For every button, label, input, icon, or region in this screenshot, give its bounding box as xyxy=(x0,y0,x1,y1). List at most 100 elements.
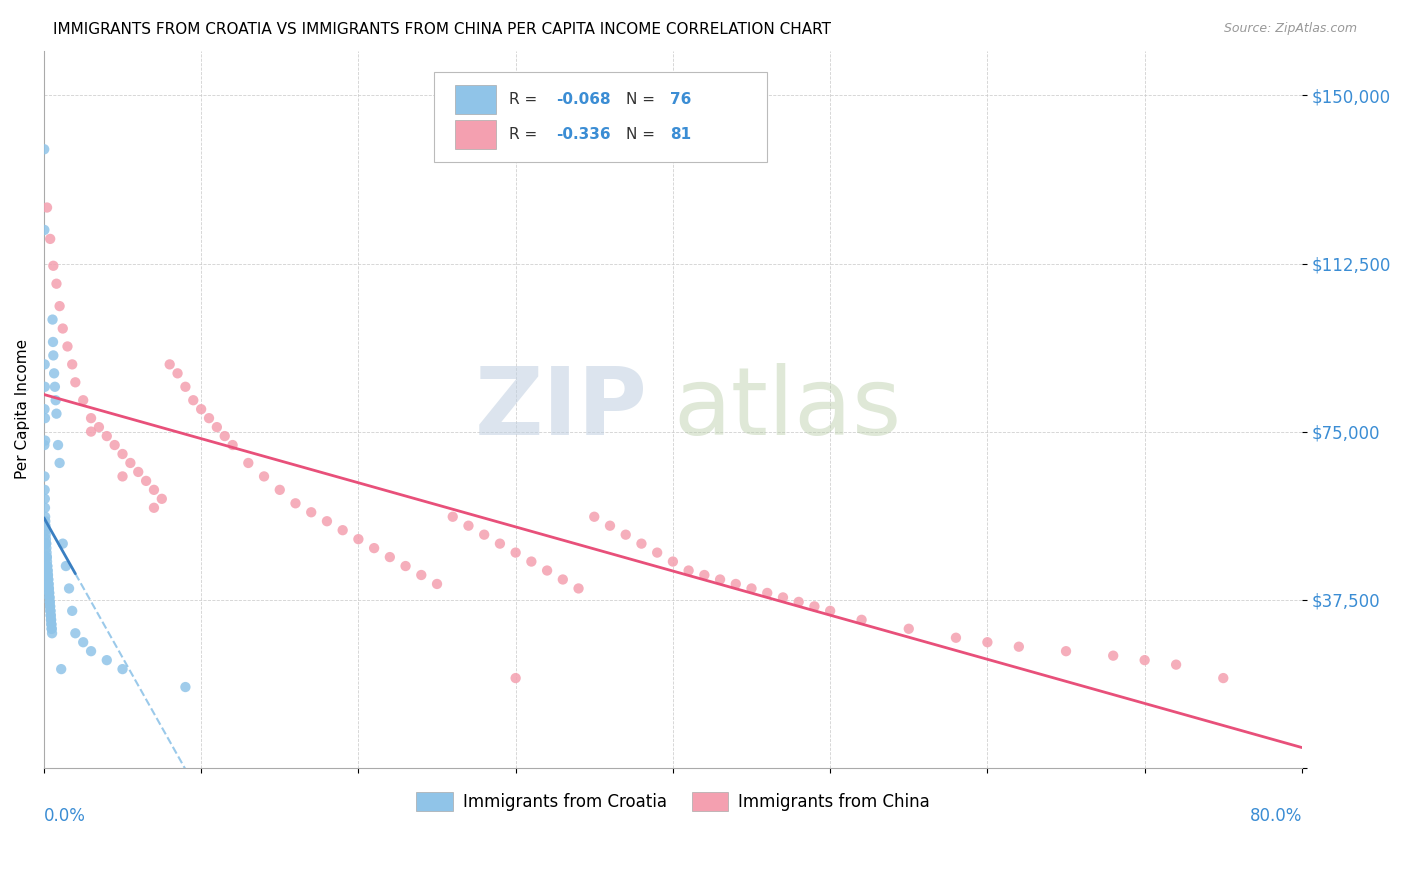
Point xyxy=(39,599,62,614)
Point xyxy=(111,662,134,676)
Point xyxy=(772,591,794,605)
Point xyxy=(96,653,118,667)
Point xyxy=(38,577,60,591)
Point xyxy=(394,559,416,574)
Point xyxy=(34,434,56,448)
Point xyxy=(614,527,637,541)
Point xyxy=(58,582,80,596)
Point xyxy=(34,469,56,483)
Point xyxy=(39,232,62,246)
Point xyxy=(897,622,920,636)
Point xyxy=(756,586,779,600)
Point xyxy=(221,438,243,452)
Point xyxy=(441,509,464,524)
Point xyxy=(55,559,77,574)
Point xyxy=(127,465,149,479)
Point xyxy=(42,259,65,273)
Point xyxy=(299,505,322,519)
Point xyxy=(174,680,197,694)
Point xyxy=(35,550,58,565)
Point xyxy=(41,622,63,636)
Point xyxy=(80,411,103,425)
Point xyxy=(96,429,118,443)
Point xyxy=(45,277,67,291)
Point xyxy=(48,299,70,313)
Point xyxy=(44,380,66,394)
Point xyxy=(60,357,83,371)
Point xyxy=(536,564,558,578)
Point xyxy=(38,582,60,596)
Point xyxy=(104,438,127,452)
Point xyxy=(34,509,56,524)
Point xyxy=(505,671,527,685)
Point xyxy=(56,339,79,353)
Point xyxy=(38,586,60,600)
Point xyxy=(34,411,56,425)
Point xyxy=(35,546,58,560)
Point xyxy=(34,523,56,537)
Point xyxy=(1102,648,1125,663)
Text: Source: ZipAtlas.com: Source: ZipAtlas.com xyxy=(1223,22,1357,36)
Point xyxy=(253,469,276,483)
Point xyxy=(39,617,62,632)
Point xyxy=(174,380,197,394)
Point xyxy=(426,577,449,591)
Point xyxy=(39,604,62,618)
Point xyxy=(37,559,59,574)
Point xyxy=(34,380,56,394)
Point xyxy=(159,357,181,371)
Point xyxy=(32,142,55,156)
Point xyxy=(35,201,58,215)
Text: atlas: atlas xyxy=(673,363,901,455)
Point xyxy=(42,348,65,362)
Point xyxy=(489,536,512,550)
Point xyxy=(472,527,495,541)
Point xyxy=(38,591,60,605)
Point xyxy=(284,496,307,510)
Point xyxy=(35,536,58,550)
Point xyxy=(205,420,228,434)
Text: 0.0%: 0.0% xyxy=(44,807,86,825)
Point xyxy=(46,438,69,452)
Text: R =: R = xyxy=(509,127,543,142)
Point xyxy=(693,568,716,582)
Point xyxy=(567,582,589,596)
Point xyxy=(39,599,62,614)
Point xyxy=(34,402,56,417)
Point xyxy=(135,474,157,488)
Point xyxy=(37,568,59,582)
Point xyxy=(818,604,841,618)
Point xyxy=(378,550,401,565)
Point xyxy=(150,491,173,506)
Point xyxy=(80,425,103,439)
Point xyxy=(35,541,58,555)
Point xyxy=(39,608,62,623)
Point xyxy=(34,500,56,515)
Point xyxy=(65,626,87,640)
Text: N =: N = xyxy=(626,127,661,142)
Point xyxy=(34,514,56,528)
Point xyxy=(37,564,59,578)
Point xyxy=(316,514,339,528)
Point xyxy=(38,595,60,609)
Point xyxy=(39,613,62,627)
Point xyxy=(1164,657,1187,672)
Text: 76: 76 xyxy=(671,92,692,107)
Point xyxy=(65,376,87,390)
Point xyxy=(1054,644,1077,658)
Text: ZIP: ZIP xyxy=(475,363,648,455)
FancyBboxPatch shape xyxy=(434,72,768,161)
Point xyxy=(645,546,668,560)
Point xyxy=(45,393,67,408)
Point xyxy=(52,321,75,335)
Point xyxy=(120,456,142,470)
Point xyxy=(51,662,73,676)
Text: R =: R = xyxy=(509,92,543,107)
Point xyxy=(35,536,58,550)
Point xyxy=(38,591,60,605)
Point xyxy=(181,393,204,408)
Point xyxy=(551,573,574,587)
Point xyxy=(143,500,166,515)
Point xyxy=(87,420,110,434)
Point xyxy=(347,532,370,546)
